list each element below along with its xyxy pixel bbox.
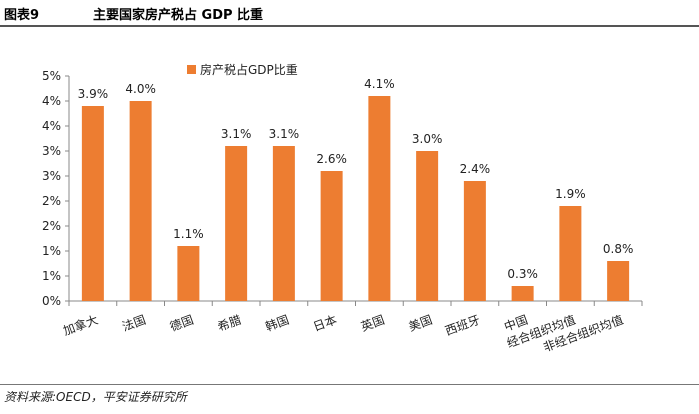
y-tick-label: 2%: [42, 194, 61, 208]
figure-number: 图表9: [4, 8, 40, 23]
bar: [81, 106, 104, 301]
x-tick-label: 德国: [168, 312, 196, 334]
data-label: 1.1%: [173, 227, 204, 241]
legend-swatch: [187, 65, 196, 74]
bar: [177, 246, 200, 301]
figure-title: 主要国家房产税占 GDP 比重: [93, 8, 264, 23]
bar: [463, 181, 486, 301]
legend-label: 房产税占GDP比重: [200, 62, 298, 77]
data-label: 3.0%: [412, 132, 443, 146]
data-label: 3.9%: [78, 87, 109, 101]
x-tick-label: 加拿大: [61, 312, 100, 338]
bar-series: 3.9% 4.0% 1.1% 3.1% 3.1% 2.6% 4.1% 3.0% 2.4% 0.3%…: [78, 77, 634, 301]
data-label: 1.9%: [555, 187, 586, 201]
data-label: 2.4%: [460, 162, 491, 176]
x-tick-label: 韩国: [263, 312, 291, 334]
bottom-rule: [0, 384, 699, 385]
y-tick-label: 4%: [42, 94, 61, 108]
x-tick-label: 美国: [407, 313, 434, 334]
y-tick-label: 1%: [42, 244, 61, 258]
data-label: 0.8%: [603, 242, 634, 256]
bar-chart: 0% 1% 1% 2% 2% 3% 3% 4% 4% 5% 加拿大 法国 德国 希腊 韩国 日本 英国 美国 西班…: [42, 62, 643, 355]
x-tick-label: 日本: [311, 313, 338, 334]
x-tick-label: 法国: [120, 313, 147, 334]
y-tick-label: 1%: [42, 269, 61, 283]
x-tick-label: 希腊: [215, 312, 243, 334]
bar: [129, 101, 152, 301]
data-label: 3.1%: [221, 127, 252, 141]
figure-header: 图表9 主要国家房产税占 GDP 比重: [0, 0, 699, 26]
y-axis: 0% 1% 1% 2% 2% 3% 3% 4% 4% 5%: [42, 69, 70, 308]
y-tick-label: 5%: [42, 69, 61, 83]
top-rule: [0, 25, 699, 27]
data-label: 3.1%: [269, 127, 300, 141]
data-label: 4.1%: [364, 77, 395, 91]
y-tick-label: 2%: [42, 219, 61, 233]
bar: [607, 261, 630, 301]
bar: [368, 96, 391, 301]
bar: [416, 151, 439, 301]
bar: [511, 286, 534, 301]
y-tick-label: 3%: [42, 169, 61, 183]
bar: [320, 171, 343, 301]
bar: [272, 146, 295, 301]
legend: 房产税占GDP比重: [187, 62, 298, 77]
data-label: 2.6%: [316, 152, 347, 166]
source-note: 资料来源:OECD，平安证券研究所: [4, 390, 187, 404]
x-tick-label: 英国: [359, 313, 386, 334]
x-tick-label: 西班牙: [443, 313, 482, 338]
y-tick-label: 0%: [42, 294, 61, 308]
y-tick-label: 4%: [42, 119, 61, 133]
data-label: 0.3%: [507, 267, 538, 281]
bar: [559, 206, 582, 301]
y-tick-label: 3%: [42, 144, 61, 158]
data-label: 4.0%: [125, 82, 156, 96]
bar: [225, 146, 248, 301]
